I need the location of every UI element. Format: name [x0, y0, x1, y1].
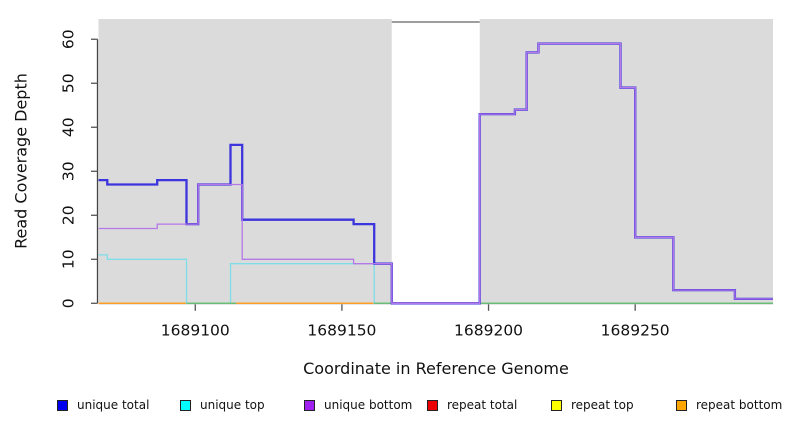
- unique-total-swatch-icon: [57, 399, 68, 411]
- plot-area: 0 10 20 30 40 50 60 1689100 1689150 1689200 168925…: [59, 19, 773, 340]
- legend-item-unique-top: unique top: [180, 398, 265, 412]
- x-axis-title: Coordinate in Reference Genome: [303, 359, 569, 378]
- repeat-top-swatch-icon: [551, 399, 562, 411]
- unique-bottom-swatch-icon: [304, 399, 315, 411]
- legend-label: repeat total: [447, 398, 518, 412]
- y-tick-label: 60: [59, 29, 77, 49]
- y-tick-label: 50: [59, 73, 77, 93]
- x-tick-label: 1689200: [454, 322, 523, 340]
- legend-item-repeat-total: repeat total: [427, 398, 517, 412]
- legend-item-unique-total: unique total: [57, 398, 149, 412]
- repeat-bottom-swatch-icon: [676, 399, 687, 411]
- y-axis-title: Read Coverage Depth: [11, 73, 31, 249]
- repeat-total-swatch-icon: [427, 399, 438, 411]
- legend-item-repeat-bottom: repeat bottom: [676, 398, 782, 412]
- legend-label: repeat bottom: [696, 398, 783, 412]
- unique-top-swatch-icon: [180, 399, 191, 411]
- legend-label: repeat top: [571, 398, 634, 412]
- x-tick-label: 1689150: [307, 322, 376, 340]
- series-line-unique-bottom: [98, 42, 773, 304]
- legend-item-repeat-top: repeat top: [551, 398, 634, 412]
- shaded-region: [98, 19, 392, 305]
- legend-label: unique top: [200, 398, 265, 412]
- x-tick-label: 1689100: [161, 322, 230, 340]
- legend-label: unique bottom: [324, 398, 413, 412]
- y-tick-label: 30: [59, 161, 77, 181]
- y-tick-label: 10: [59, 249, 77, 269]
- y-tick-label: 20: [59, 205, 77, 225]
- shaded-region: [479, 19, 773, 305]
- y-tick-label: 0: [59, 298, 77, 308]
- y-tick-label: 40: [59, 117, 77, 137]
- x-tick-label: 1689250: [601, 322, 670, 340]
- legend-item-unique-bottom: unique bottom: [304, 398, 412, 412]
- legend-label: unique total: [77, 398, 150, 412]
